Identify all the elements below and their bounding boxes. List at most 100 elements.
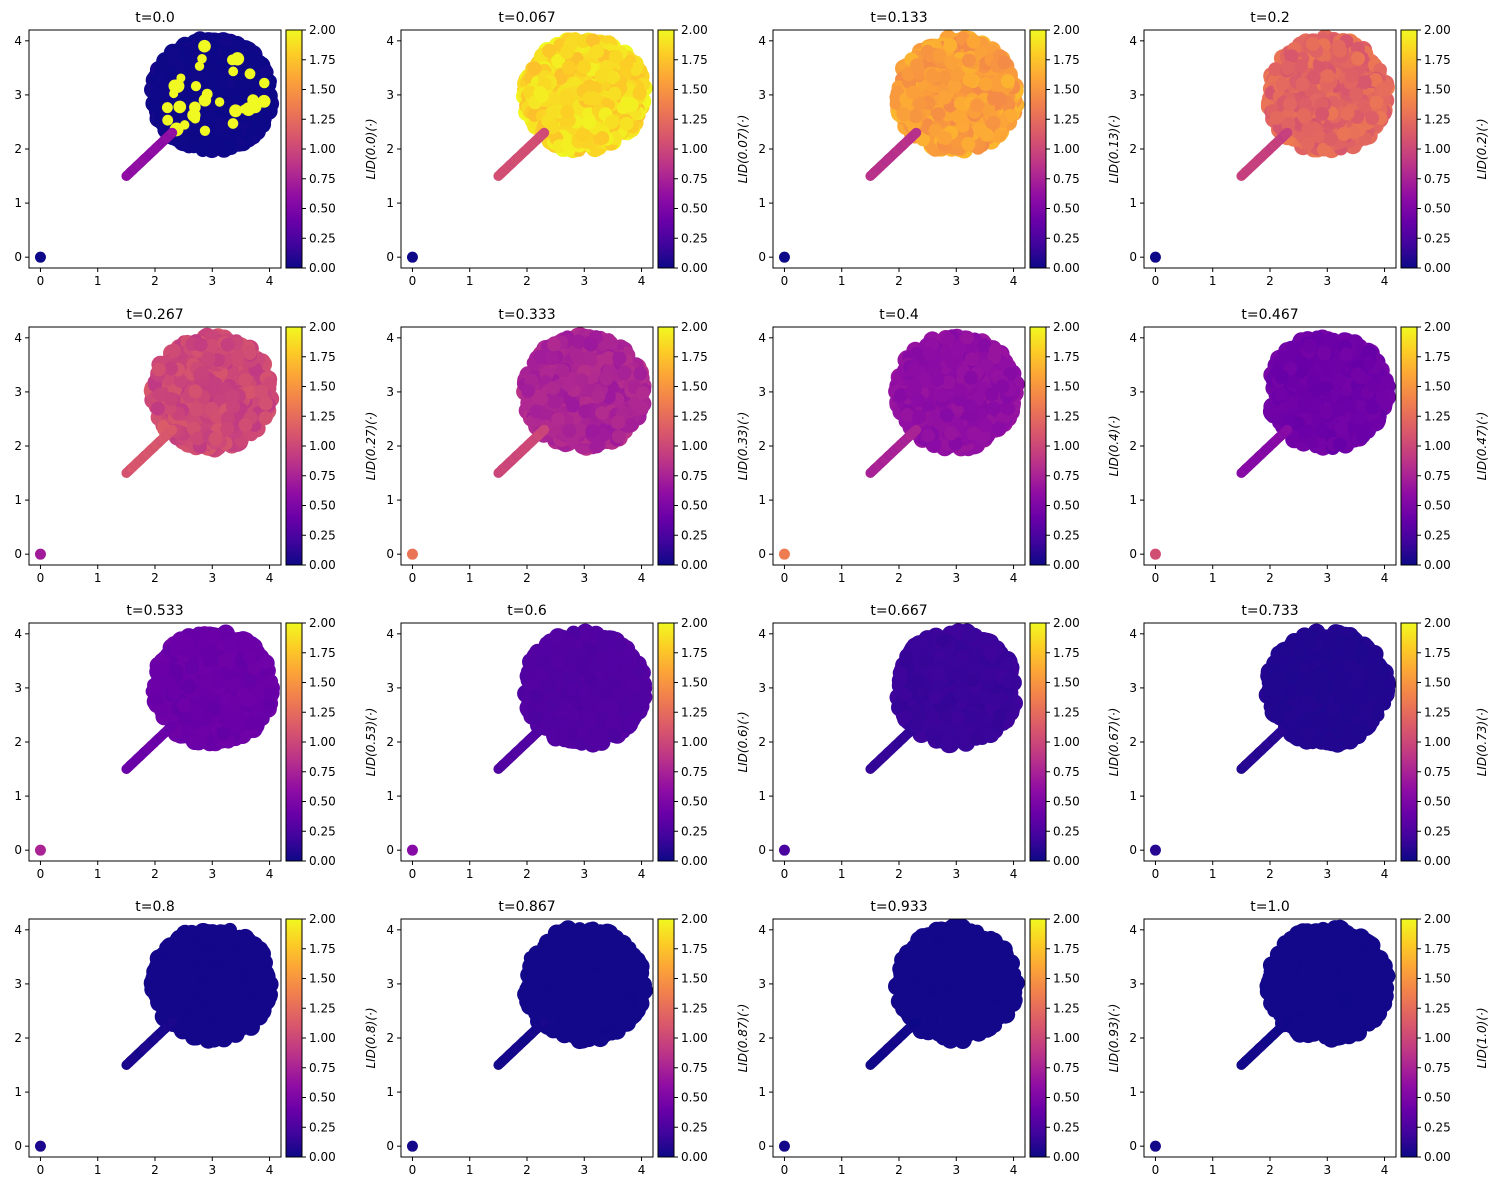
disk-point xyxy=(561,60,576,75)
speckle-point xyxy=(257,94,271,108)
disk-point xyxy=(997,55,1012,70)
disk-point xyxy=(617,365,632,380)
scatter-points xyxy=(778,328,1025,560)
disk-point xyxy=(611,429,626,444)
speckle-point xyxy=(227,54,238,66)
colorbar-tick-label: 2.00 xyxy=(1424,23,1451,37)
disk-point xyxy=(164,361,178,376)
x-tick-label: 0 xyxy=(1152,274,1160,288)
disk-point xyxy=(611,415,626,430)
disk-point xyxy=(634,400,649,415)
disk-point xyxy=(1281,117,1296,131)
disk-point xyxy=(632,86,647,101)
y-tick-label: 1 xyxy=(386,196,394,210)
disk-point xyxy=(635,386,650,400)
colorbar-tick-label: 1.25 xyxy=(681,409,708,423)
disk-point xyxy=(590,44,605,59)
colorbar-tick-label: 0.25 xyxy=(309,528,336,542)
subplot-1: 0 1 2 3 401234t=0.0670.000.250.500.751.001.2… xyxy=(364,10,708,288)
colorbar-tick-label: 1.75 xyxy=(681,53,708,67)
colorbar-tick-label: 0.25 xyxy=(1053,231,1080,245)
colorbar-tick-label: 1.25 xyxy=(1424,112,1451,126)
scatter-points xyxy=(34,327,280,560)
colorbar-tick-label: 2.00 xyxy=(1053,23,1080,37)
disk-point xyxy=(571,334,586,349)
colorbar-tick-label: 0.50 xyxy=(681,202,708,216)
disk-point xyxy=(1368,73,1383,87)
colorbar-tick-label: 1.50 xyxy=(1424,83,1451,97)
y-tick-label: 0 xyxy=(1129,250,1137,264)
disk-point xyxy=(901,67,916,81)
speckle-point xyxy=(162,114,174,126)
x-tick-label: 0 xyxy=(409,274,417,288)
disk-point xyxy=(595,131,610,146)
disk-point xyxy=(949,67,964,81)
y-tick-label: 3 xyxy=(386,385,394,399)
colorbar-tick-label: 2.00 xyxy=(309,320,336,334)
disk-point xyxy=(633,366,648,381)
disk-point xyxy=(583,337,598,352)
colorbar-tick-label: 1.75 xyxy=(681,350,708,364)
colorbar-tick-label: 1.25 xyxy=(309,409,336,423)
x-tick-label: 4 xyxy=(266,571,274,585)
disk-point xyxy=(585,424,600,439)
disk-point xyxy=(585,33,600,48)
disk-point xyxy=(1323,132,1338,147)
disk-point xyxy=(546,394,561,409)
disk-point xyxy=(546,381,560,396)
subplot-4: 0 1 2 3 401234t=0.2670.000.250.500.751.001.2… xyxy=(14,307,335,585)
colorbar xyxy=(285,29,303,269)
origin-point xyxy=(34,548,46,560)
origin-point xyxy=(778,251,790,263)
disk-point xyxy=(1000,74,1015,89)
colorbar xyxy=(657,29,675,269)
colorbar-tick-label: 0.50 xyxy=(681,499,708,513)
x-tick-label: 1 xyxy=(466,274,474,288)
y-tick-label: 2 xyxy=(758,142,766,156)
disk-point xyxy=(545,120,560,135)
disk-point xyxy=(974,46,989,60)
x-tick-label: 4 xyxy=(638,274,646,288)
speckle-point xyxy=(198,39,211,53)
subplot-2: 0 1 2 3 401234t=0.1330.000.250.500.751.001.2… xyxy=(736,10,1080,288)
disk-point xyxy=(527,61,542,76)
colorbar-tick-label: 0.75 xyxy=(1053,172,1080,186)
y-tick-label: 3 xyxy=(386,88,394,102)
colorbar-tick-label: 1.00 xyxy=(1424,142,1451,156)
colorbar-tick-label: 1.50 xyxy=(681,83,708,97)
colorbar-tick-label: 1.00 xyxy=(681,439,708,453)
y-tick-label: 4 xyxy=(386,34,394,48)
x-tick-label: 3 xyxy=(952,274,960,288)
subplot-title: t=0.0 xyxy=(135,10,174,26)
colorbar-tick-label: 0.75 xyxy=(309,172,336,186)
disk-point xyxy=(1376,82,1391,97)
speckle-point xyxy=(229,104,243,118)
disk-point xyxy=(1317,142,1331,157)
disk-point xyxy=(932,48,947,63)
disk-point xyxy=(258,411,273,426)
disk-point xyxy=(203,111,218,126)
colorbar-tick-label: 1.75 xyxy=(309,53,336,67)
speckle-point xyxy=(179,120,190,130)
speckle-point xyxy=(199,125,211,136)
origin-point xyxy=(1149,251,1161,263)
colorbar-tick-label: 0.25 xyxy=(1424,231,1451,245)
disk-point xyxy=(220,337,235,352)
disk-point xyxy=(173,133,188,148)
disk-point xyxy=(1306,70,1321,85)
colorbar-tick-label: 0.25 xyxy=(309,231,336,245)
disk-point xyxy=(561,377,576,392)
stick-point xyxy=(1282,127,1293,138)
colorbar-tick-label: 1.75 xyxy=(1424,53,1451,67)
speckle-point xyxy=(247,94,259,106)
disk-point xyxy=(258,396,273,411)
disk-point xyxy=(962,72,977,87)
y-tick-label: 4 xyxy=(14,331,22,345)
speckle-point xyxy=(168,79,182,93)
subplot-title: t=0.133 xyxy=(870,10,927,26)
subplot-title: t=0.067 xyxy=(498,10,555,26)
disk-point xyxy=(545,104,560,119)
x-tick-label: 3 xyxy=(580,571,588,585)
colorbar-tick-label: 1.25 xyxy=(681,112,708,126)
